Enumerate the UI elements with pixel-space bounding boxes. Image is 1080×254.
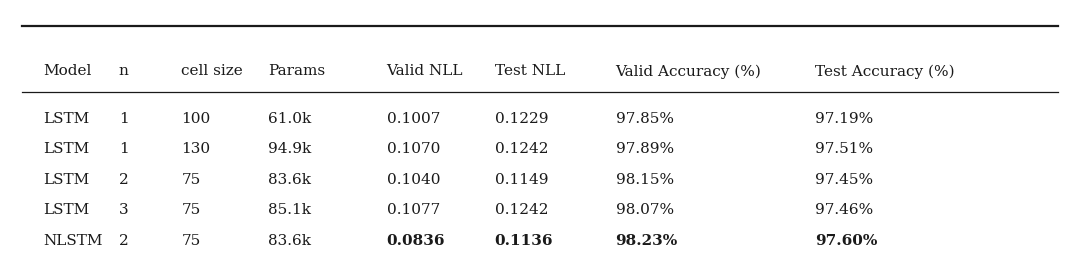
Text: 75: 75 — [181, 172, 201, 186]
Text: 75: 75 — [181, 233, 201, 247]
Text: 85.1k: 85.1k — [268, 203, 311, 216]
Text: Model: Model — [43, 64, 92, 78]
Text: 83.6k: 83.6k — [268, 233, 311, 247]
Text: LSTM: LSTM — [43, 142, 90, 155]
Text: 0.1040: 0.1040 — [387, 172, 441, 186]
Text: 2: 2 — [119, 172, 129, 186]
Text: 98.23%: 98.23% — [616, 233, 678, 247]
Text: 1: 1 — [119, 142, 129, 155]
Text: 98.07%: 98.07% — [616, 203, 674, 216]
Text: 0.1077: 0.1077 — [387, 203, 440, 216]
Text: NLSTM: NLSTM — [43, 233, 103, 247]
Text: n: n — [119, 64, 129, 78]
Text: 0.0836: 0.0836 — [387, 233, 445, 247]
Text: LSTM: LSTM — [43, 172, 90, 186]
Text: 3: 3 — [119, 203, 129, 216]
Text: 0.1229: 0.1229 — [495, 111, 549, 125]
Text: 0.1242: 0.1242 — [495, 142, 549, 155]
Text: 100: 100 — [181, 111, 211, 125]
Text: 97.45%: 97.45% — [815, 172, 874, 186]
Text: Test NLL: Test NLL — [495, 64, 565, 78]
Text: LSTM: LSTM — [43, 111, 90, 125]
Text: 97.19%: 97.19% — [815, 111, 874, 125]
Text: 61.0k: 61.0k — [268, 111, 311, 125]
Text: 97.60%: 97.60% — [815, 233, 878, 247]
Text: 0.1242: 0.1242 — [495, 203, 549, 216]
Text: 98.15%: 98.15% — [616, 172, 674, 186]
Text: Valid Accuracy (%): Valid Accuracy (%) — [616, 64, 761, 78]
Text: 0.1070: 0.1070 — [387, 142, 440, 155]
Text: 97.46%: 97.46% — [815, 203, 874, 216]
Text: Params: Params — [268, 64, 325, 78]
Text: cell size: cell size — [181, 64, 243, 78]
Text: 2: 2 — [119, 233, 129, 247]
Text: Test Accuracy (%): Test Accuracy (%) — [815, 64, 955, 78]
Text: 97.85%: 97.85% — [616, 111, 674, 125]
Text: 0.1007: 0.1007 — [387, 111, 440, 125]
Text: 0.1149: 0.1149 — [495, 172, 549, 186]
Text: 94.9k: 94.9k — [268, 142, 311, 155]
Text: LSTM: LSTM — [43, 203, 90, 216]
Text: 97.51%: 97.51% — [815, 142, 874, 155]
Text: 130: 130 — [181, 142, 211, 155]
Text: 0.1136: 0.1136 — [495, 233, 553, 247]
Text: 1: 1 — [119, 111, 129, 125]
Text: 75: 75 — [181, 203, 201, 216]
Text: Valid NLL: Valid NLL — [387, 64, 463, 78]
Text: 83.6k: 83.6k — [268, 172, 311, 186]
Text: 97.89%: 97.89% — [616, 142, 674, 155]
